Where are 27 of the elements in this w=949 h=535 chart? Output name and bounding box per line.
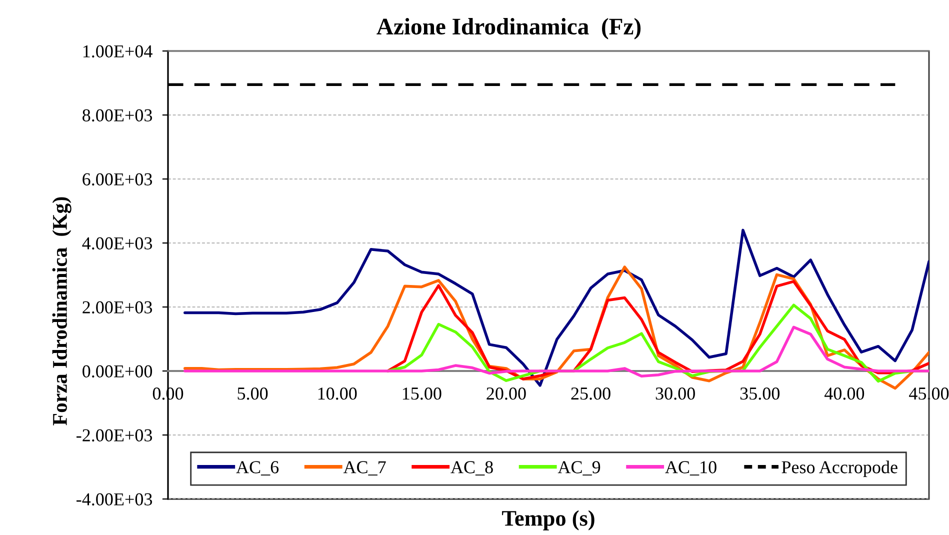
x-tick-label: 40.00 xyxy=(824,387,864,400)
y-tick-label: -2.00E+03 xyxy=(76,429,152,442)
legend-label: AC_8 xyxy=(450,461,493,476)
y-tick-label: -4.00E+03 xyxy=(76,493,152,506)
y-tick-label: 6.00E+03 xyxy=(82,173,152,186)
y-tick-label: 1.00E+04 xyxy=(83,45,152,58)
line-series xyxy=(184,326,929,378)
legend-label: AC_9 xyxy=(558,461,600,476)
y-tick-label: 4.00E+03 xyxy=(82,237,152,250)
chart-title: Azione Idrodinamica (Fz) xyxy=(376,18,641,40)
x-tick-label: 15.00 xyxy=(402,387,442,400)
legend-label: AC_10 xyxy=(665,461,716,476)
x-tick-label: 35.00 xyxy=(740,387,780,400)
x-tick-label: 25.00 xyxy=(571,387,610,400)
x-axis-title: Tempo (s) xyxy=(502,510,594,530)
y-axis-title: Forza Idrodinamica (Kg) xyxy=(52,197,72,426)
y-tick-label: 8.00E+03 xyxy=(82,109,152,122)
y-tick-label: 2.00E+03 xyxy=(82,301,152,314)
x-tick-label: 20.00 xyxy=(486,387,526,400)
x-tick-label: 5.00 xyxy=(238,387,268,400)
line-series xyxy=(184,228,929,387)
y-tick-label: 0.00E+00 xyxy=(82,365,152,378)
legend-label: AC_6 xyxy=(236,461,279,476)
legend-label: Peso Accropode xyxy=(782,460,898,477)
legend-label: AC_7 xyxy=(343,461,386,476)
x-tick-label: 10.00 xyxy=(318,387,357,400)
x-tick-label: 30.00 xyxy=(656,387,695,400)
